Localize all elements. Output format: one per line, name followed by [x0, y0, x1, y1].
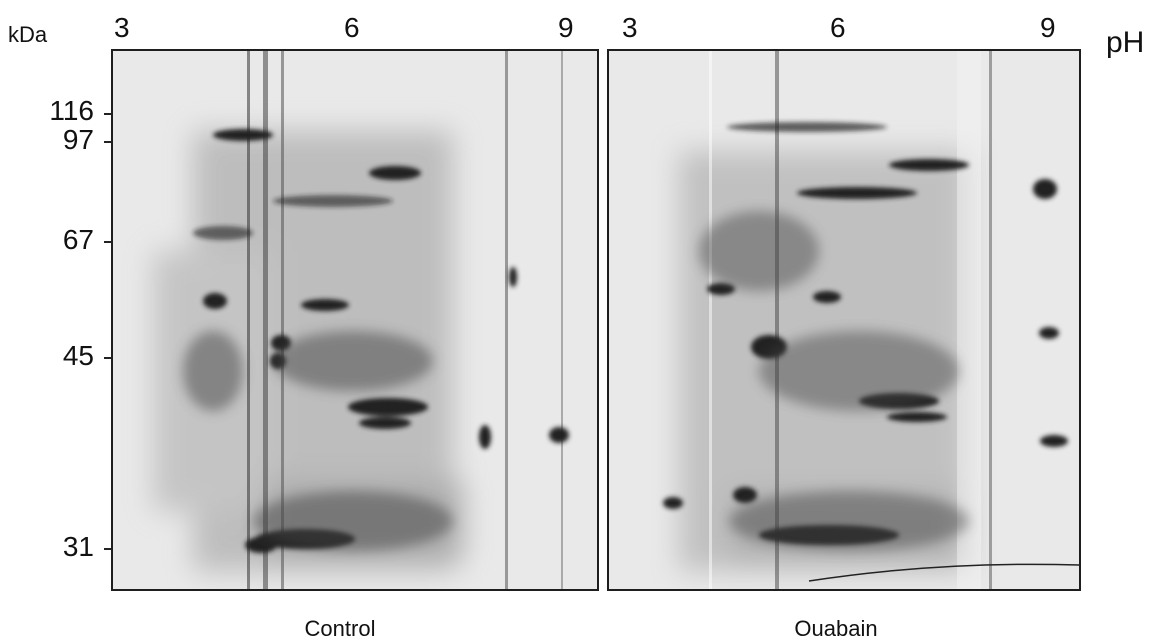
mw-marker-tick: [104, 357, 112, 359]
mw-marker-label: 31: [62, 531, 94, 562]
ph-tick-label: 6: [830, 12, 846, 43]
ph-tick-label: 9: [1040, 12, 1056, 43]
mw-marker-label: 45: [62, 340, 94, 371]
gel-spots-ouabain: [663, 51, 1079, 589]
panel-caption-control: Control: [304, 616, 376, 641]
ph-tick-label: 6: [344, 12, 360, 43]
gel-image-ouabain: [607, 49, 1081, 591]
panel-caption-ouabain: Ouabain: [794, 616, 878, 641]
gel-image-control: [111, 49, 599, 591]
ph-tick-label: 3: [114, 12, 130, 43]
mw-marker-tick: [104, 548, 112, 550]
gel-spots-control: [153, 51, 569, 589]
ph-tick-label: 3: [622, 12, 638, 43]
ph-unit-label: pH: [1106, 26, 1145, 59]
mw-unit-label: kDa: [8, 22, 48, 47]
mw-marker-tick: [104, 141, 112, 143]
mw-marker-tick: [104, 113, 112, 115]
ph-tick-label: 9: [558, 12, 574, 43]
mw-marker-tick: [104, 241, 112, 243]
mw-marker-label: 116: [49, 95, 94, 126]
mw-marker-label: 67: [62, 224, 94, 255]
mw-marker-label: 97: [62, 124, 94, 155]
